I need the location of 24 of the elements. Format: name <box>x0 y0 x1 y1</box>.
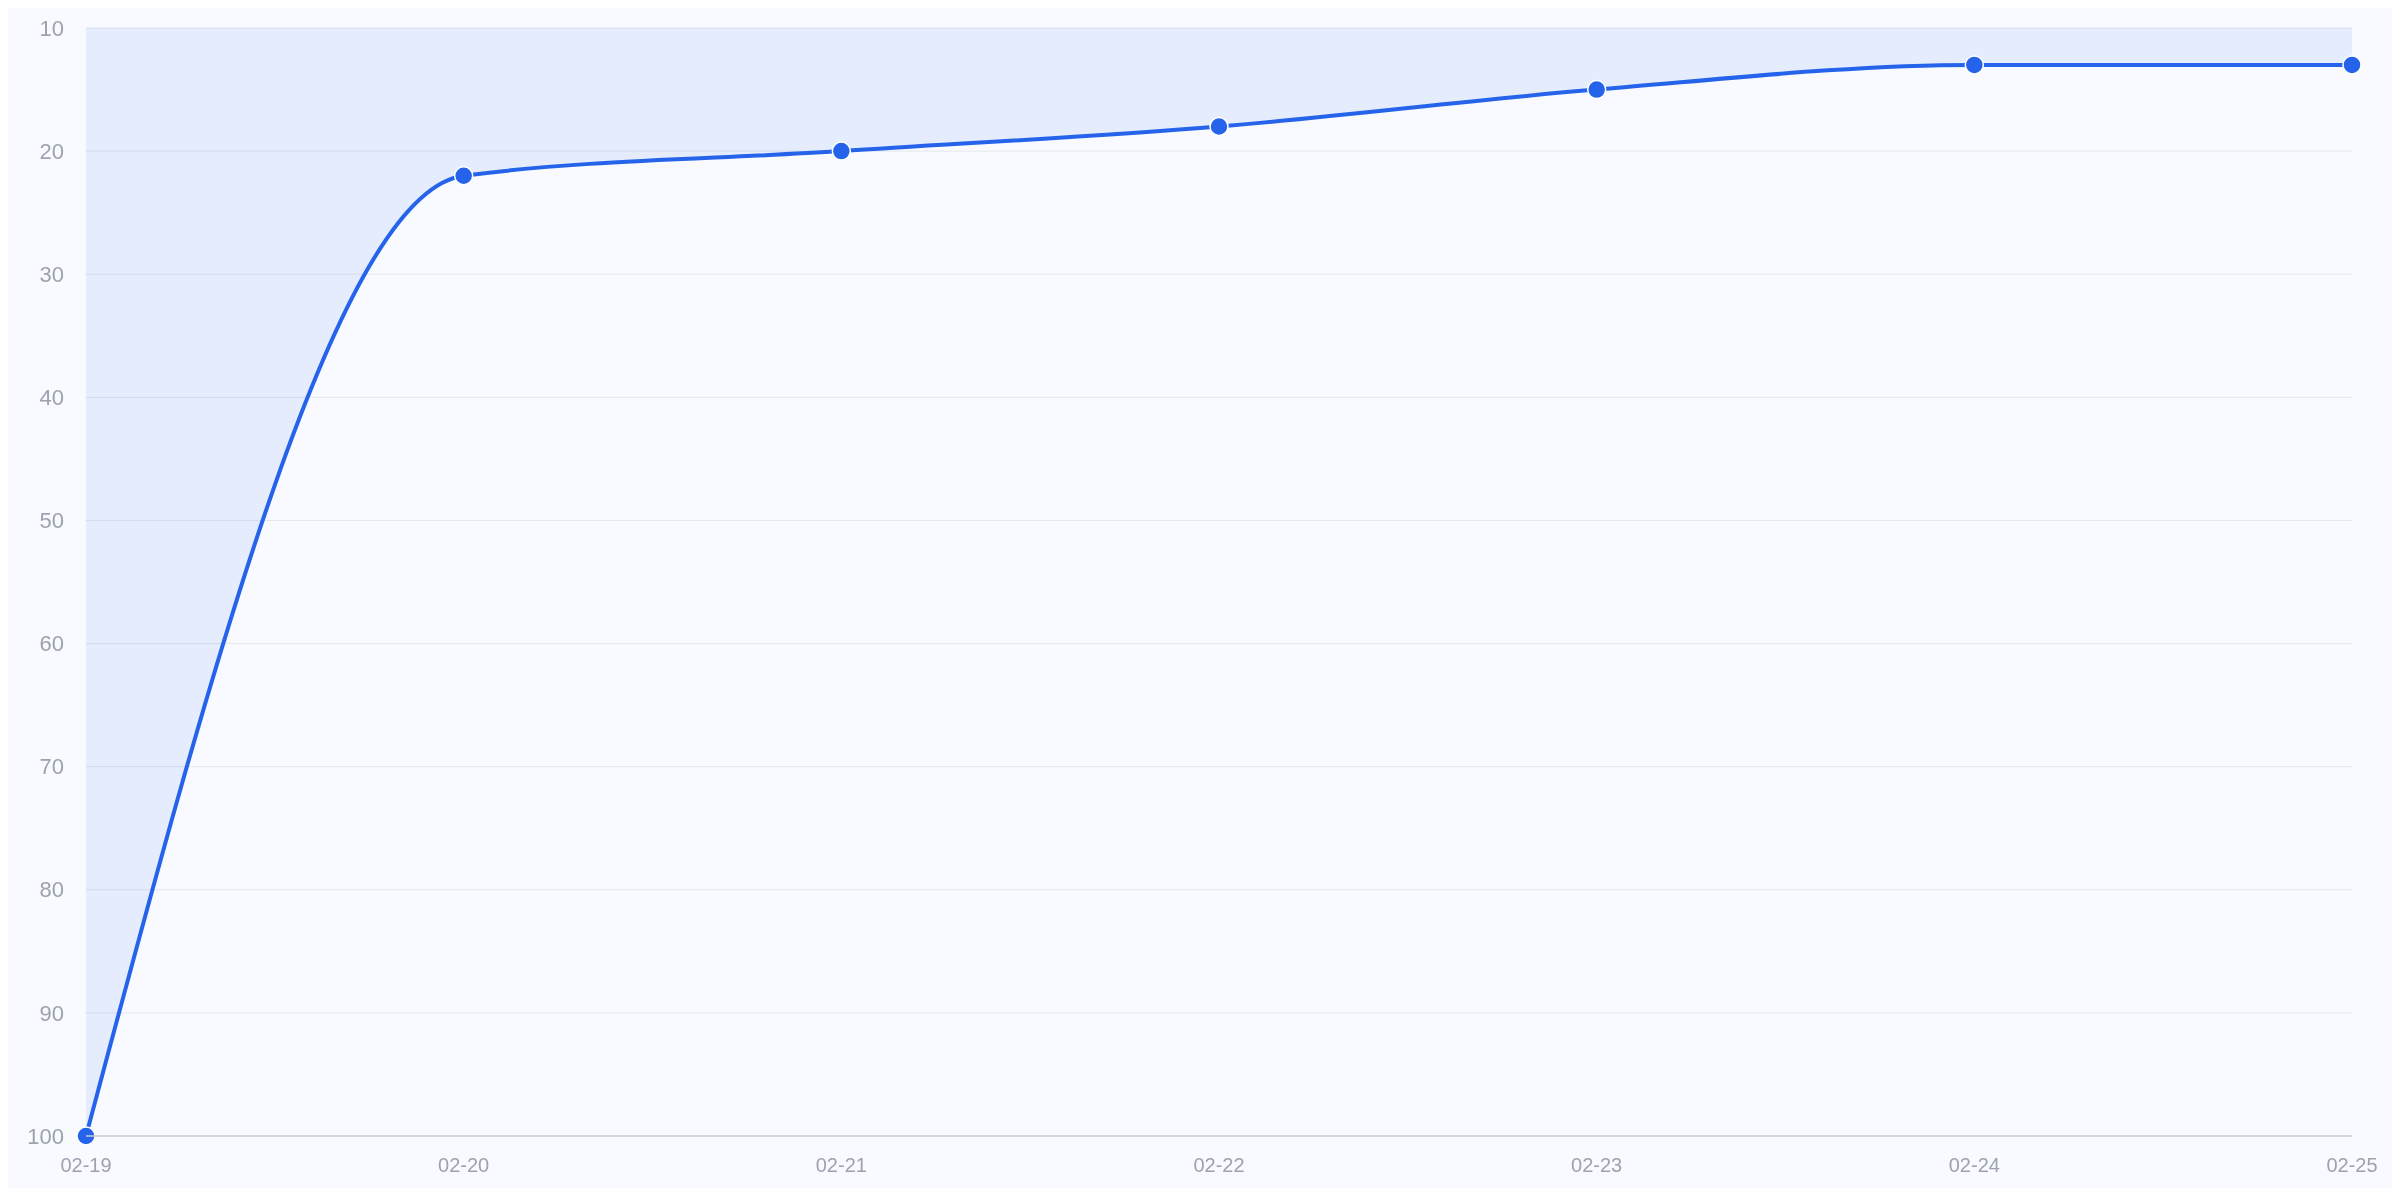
y-tick-label: 70 <box>39 754 64 780</box>
y-tick-label: 100 <box>27 1123 64 1149</box>
x-tick-label: 02-21 <box>815 1154 867 1176</box>
y-tick-label: 40 <box>39 385 64 411</box>
x-tick-label: 02-19 <box>60 1154 112 1176</box>
y-tick-label: 80 <box>39 877 64 903</box>
point <box>1586 79 1607 100</box>
point <box>831 141 852 161</box>
y-tick-label: 90 <box>39 1000 64 1026</box>
x-tick-label: 02-23 <box>1571 1154 1623 1176</box>
x-tick-label: 02-20 <box>438 1154 490 1176</box>
point <box>76 1126 96 1146</box>
y-tick-label: 50 <box>39 508 64 534</box>
point <box>453 165 474 186</box>
x-tick-label: 02-25 <box>2326 1154 2378 1176</box>
y-tick-label: 30 <box>39 261 64 287</box>
point <box>1964 55 1985 75</box>
x-tick-label: 02-22 <box>1193 1154 1245 1176</box>
y-tick-label: 60 <box>39 631 64 657</box>
y-tick-label: 10 <box>39 15 64 41</box>
y-tick-label: 20 <box>39 138 64 164</box>
point <box>2342 55 2362 75</box>
point <box>1209 116 1229 137</box>
x-tick-label: 02-24 <box>1948 1154 2000 1176</box>
